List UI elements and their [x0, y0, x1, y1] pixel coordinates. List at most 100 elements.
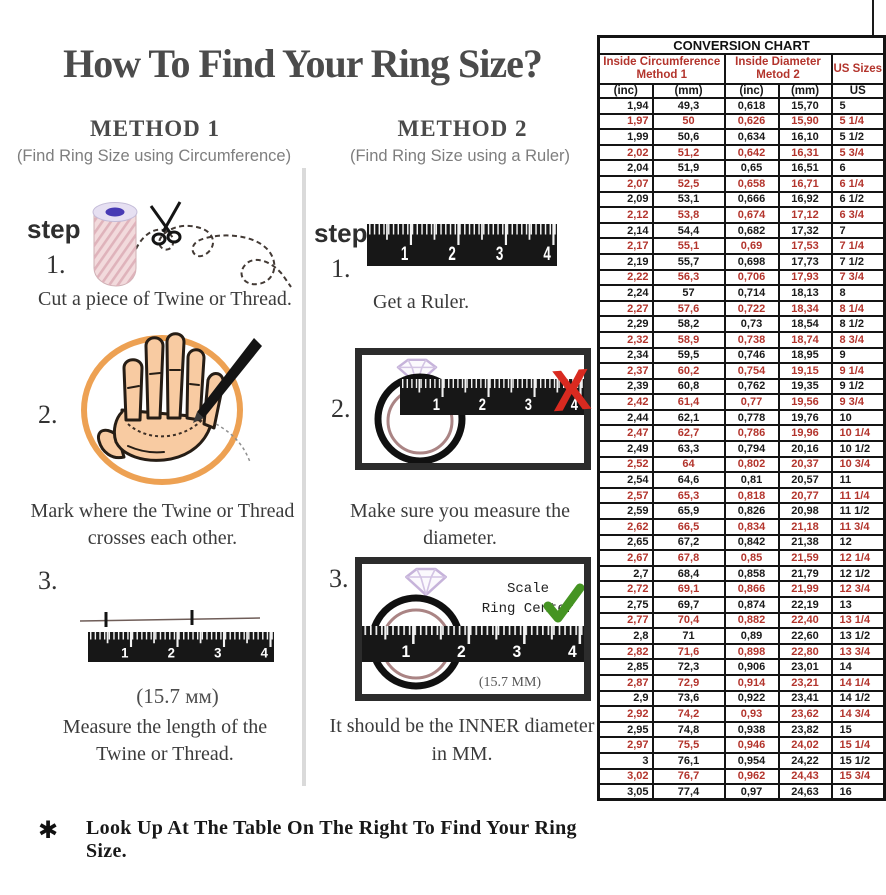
table-cell: 23,21	[777, 673, 833, 692]
table-cell: 69,1	[651, 580, 726, 598]
table-cell: 15,70	[777, 97, 833, 115]
table-cell: 19,35	[777, 377, 833, 396]
table-cell: 2,72	[597, 580, 654, 598]
method2-step2-number: 2.	[331, 394, 351, 423]
table-cell: 0,922	[723, 689, 780, 708]
table-cell: 2,04	[597, 159, 654, 177]
table-cell: 61,4	[651, 393, 726, 411]
table-cell: 22,80	[777, 642, 833, 661]
table-cell: 2,75	[597, 596, 654, 614]
method1-step1-text: Cut a piece of Twine or Thread.	[38, 288, 292, 310]
table-cell: 6 3/4	[830, 206, 886, 224]
table-cell: 2,42	[597, 393, 654, 411]
twine-spool-illustration	[92, 201, 292, 288]
table-cell: 2,9	[597, 689, 654, 708]
table-cell: 2,34	[597, 346, 654, 365]
column-group-method2: Inside Diameter Metod 2	[723, 53, 833, 85]
table-cell: 0,858	[723, 564, 780, 583]
table-cell: 2,14	[597, 221, 654, 240]
table-cell: 68,4	[651, 564, 726, 583]
table-row: 2,95 74,8 0,938 23,82 15	[597, 720, 886, 739]
table-row: 2,52 64 0,802 20,37 10 3/4	[597, 455, 886, 474]
table-cell: 24,22	[777, 751, 833, 770]
table-cell: 0,778	[723, 408, 780, 427]
table-cell: 21,18	[777, 518, 833, 536]
table-cell: 12 1/2	[830, 564, 886, 583]
table-cell: 0,746	[723, 346, 780, 365]
table-cell: 0,762	[723, 377, 780, 396]
table-cell: 0,962	[723, 767, 780, 786]
table-row: 2,85 72,3 0,906 23,01 14	[597, 658, 886, 676]
table-cell: 67,8	[651, 549, 726, 567]
table-cell: 2,19	[597, 252, 654, 271]
table-cell: 51,9	[651, 159, 726, 177]
table-cell: 23,41	[777, 689, 833, 708]
table-cell: 2,87	[597, 673, 654, 692]
table-cell: 2,39	[597, 377, 654, 396]
table-cell: 12	[830, 533, 886, 552]
table-cell: 0,714	[723, 284, 780, 302]
table-cell: 13 1/2	[830, 627, 886, 645]
table-cell: 0,938	[723, 720, 780, 739]
table-cell: 0,738	[723, 330, 780, 349]
table-cell: 53,1	[651, 190, 726, 209]
table-row: 2,42 61,4 0,77 19,56 9 3/4	[597, 393, 886, 411]
table-row: 2,14 54,4 0,682 17,32 7	[597, 221, 886, 240]
table-cell: 13	[830, 596, 886, 614]
table-cell: 16,31	[777, 143, 833, 162]
method2-step1-number: 1.	[331, 254, 351, 283]
table-cell: 52,5	[651, 174, 726, 193]
table-cell: 69,7	[651, 596, 726, 614]
table-row: 3 76,1 0,954 24,22 15 1/2	[597, 751, 886, 770]
table-cell: 0,698	[723, 252, 780, 271]
table-cell: 58,9	[651, 330, 726, 349]
table-cell: 64	[651, 455, 726, 474]
table-row: 2,02 51,2 0,642 16,31 5 3/4	[597, 143, 886, 162]
table-cell: 21,99	[777, 580, 833, 598]
table-cell: 15 3/4	[830, 767, 886, 786]
table-cell: 8	[830, 284, 886, 302]
table-cell: 72,9	[651, 673, 726, 692]
table-row: 1,94 49,3 0,618 15,70 5	[597, 97, 886, 115]
table-row: 2,59 65,9 0,826 20,98 11 1/2	[597, 502, 886, 521]
table-cell: 16,92	[777, 190, 833, 209]
table-cell: 2,27	[597, 299, 654, 318]
table-cell: 0,954	[723, 751, 780, 770]
scale-label-line1: Scale	[507, 581, 549, 597]
table-cell: 22,60	[777, 627, 833, 645]
footnote-text: Look Up At The Table On The Right To Fin…	[86, 817, 577, 862]
table-cell: 16,51	[777, 159, 833, 177]
table-cell: 17,53	[777, 237, 833, 255]
table-row: 2,67 67,8 0,85 21,59 12 1/4	[597, 549, 886, 567]
table-cell: 0,666	[723, 190, 780, 209]
table-cell: 10 3/4	[830, 455, 886, 474]
table-cell: 0,914	[723, 673, 780, 692]
table-row: 2,32 58,9 0,738 18,74 8 3/4	[597, 330, 886, 349]
table-cell: 16	[830, 783, 886, 801]
spool-hole	[105, 207, 125, 217]
method2-heading: METHOD 2	[397, 116, 528, 141]
table-cell: 72,3	[651, 658, 726, 676]
table-cell: 23,62	[777, 705, 833, 723]
table-row: 1,99 50,6 0,634 16,10 5 1/2	[597, 128, 886, 146]
table-row: 2,04 51,9 0,65 16,51 6	[597, 159, 886, 177]
diamond-icon	[404, 567, 448, 597]
table-cell: 51,2	[651, 143, 726, 162]
table-cell: 49,3	[651, 97, 726, 115]
table-cell: 2,54	[597, 471, 654, 489]
method1-subtitle: (Find Ring Size using Circumference)	[16, 147, 292, 165]
column-header: (inc)	[723, 83, 780, 99]
table-row: 2,07 52,5 0,658 16,71 6 1/4	[597, 174, 886, 193]
table-cell: 12 1/4	[830, 549, 886, 567]
table-cell: 8 1/2	[830, 315, 886, 333]
method1-heading: METHOD 1	[89, 116, 221, 141]
table-cell: 64,6	[651, 471, 726, 489]
column-group-method1: Inside Circumference Method 1	[597, 53, 726, 85]
ruler-illustration	[88, 632, 274, 662]
table-cell: 0,842	[723, 533, 780, 552]
table-cell: 2,59	[597, 502, 654, 521]
method1-step-label: step	[27, 214, 81, 244]
table-cell: 59,5	[651, 346, 726, 365]
table-cell: 24,63	[777, 783, 833, 801]
table-cell: 10	[830, 408, 886, 427]
